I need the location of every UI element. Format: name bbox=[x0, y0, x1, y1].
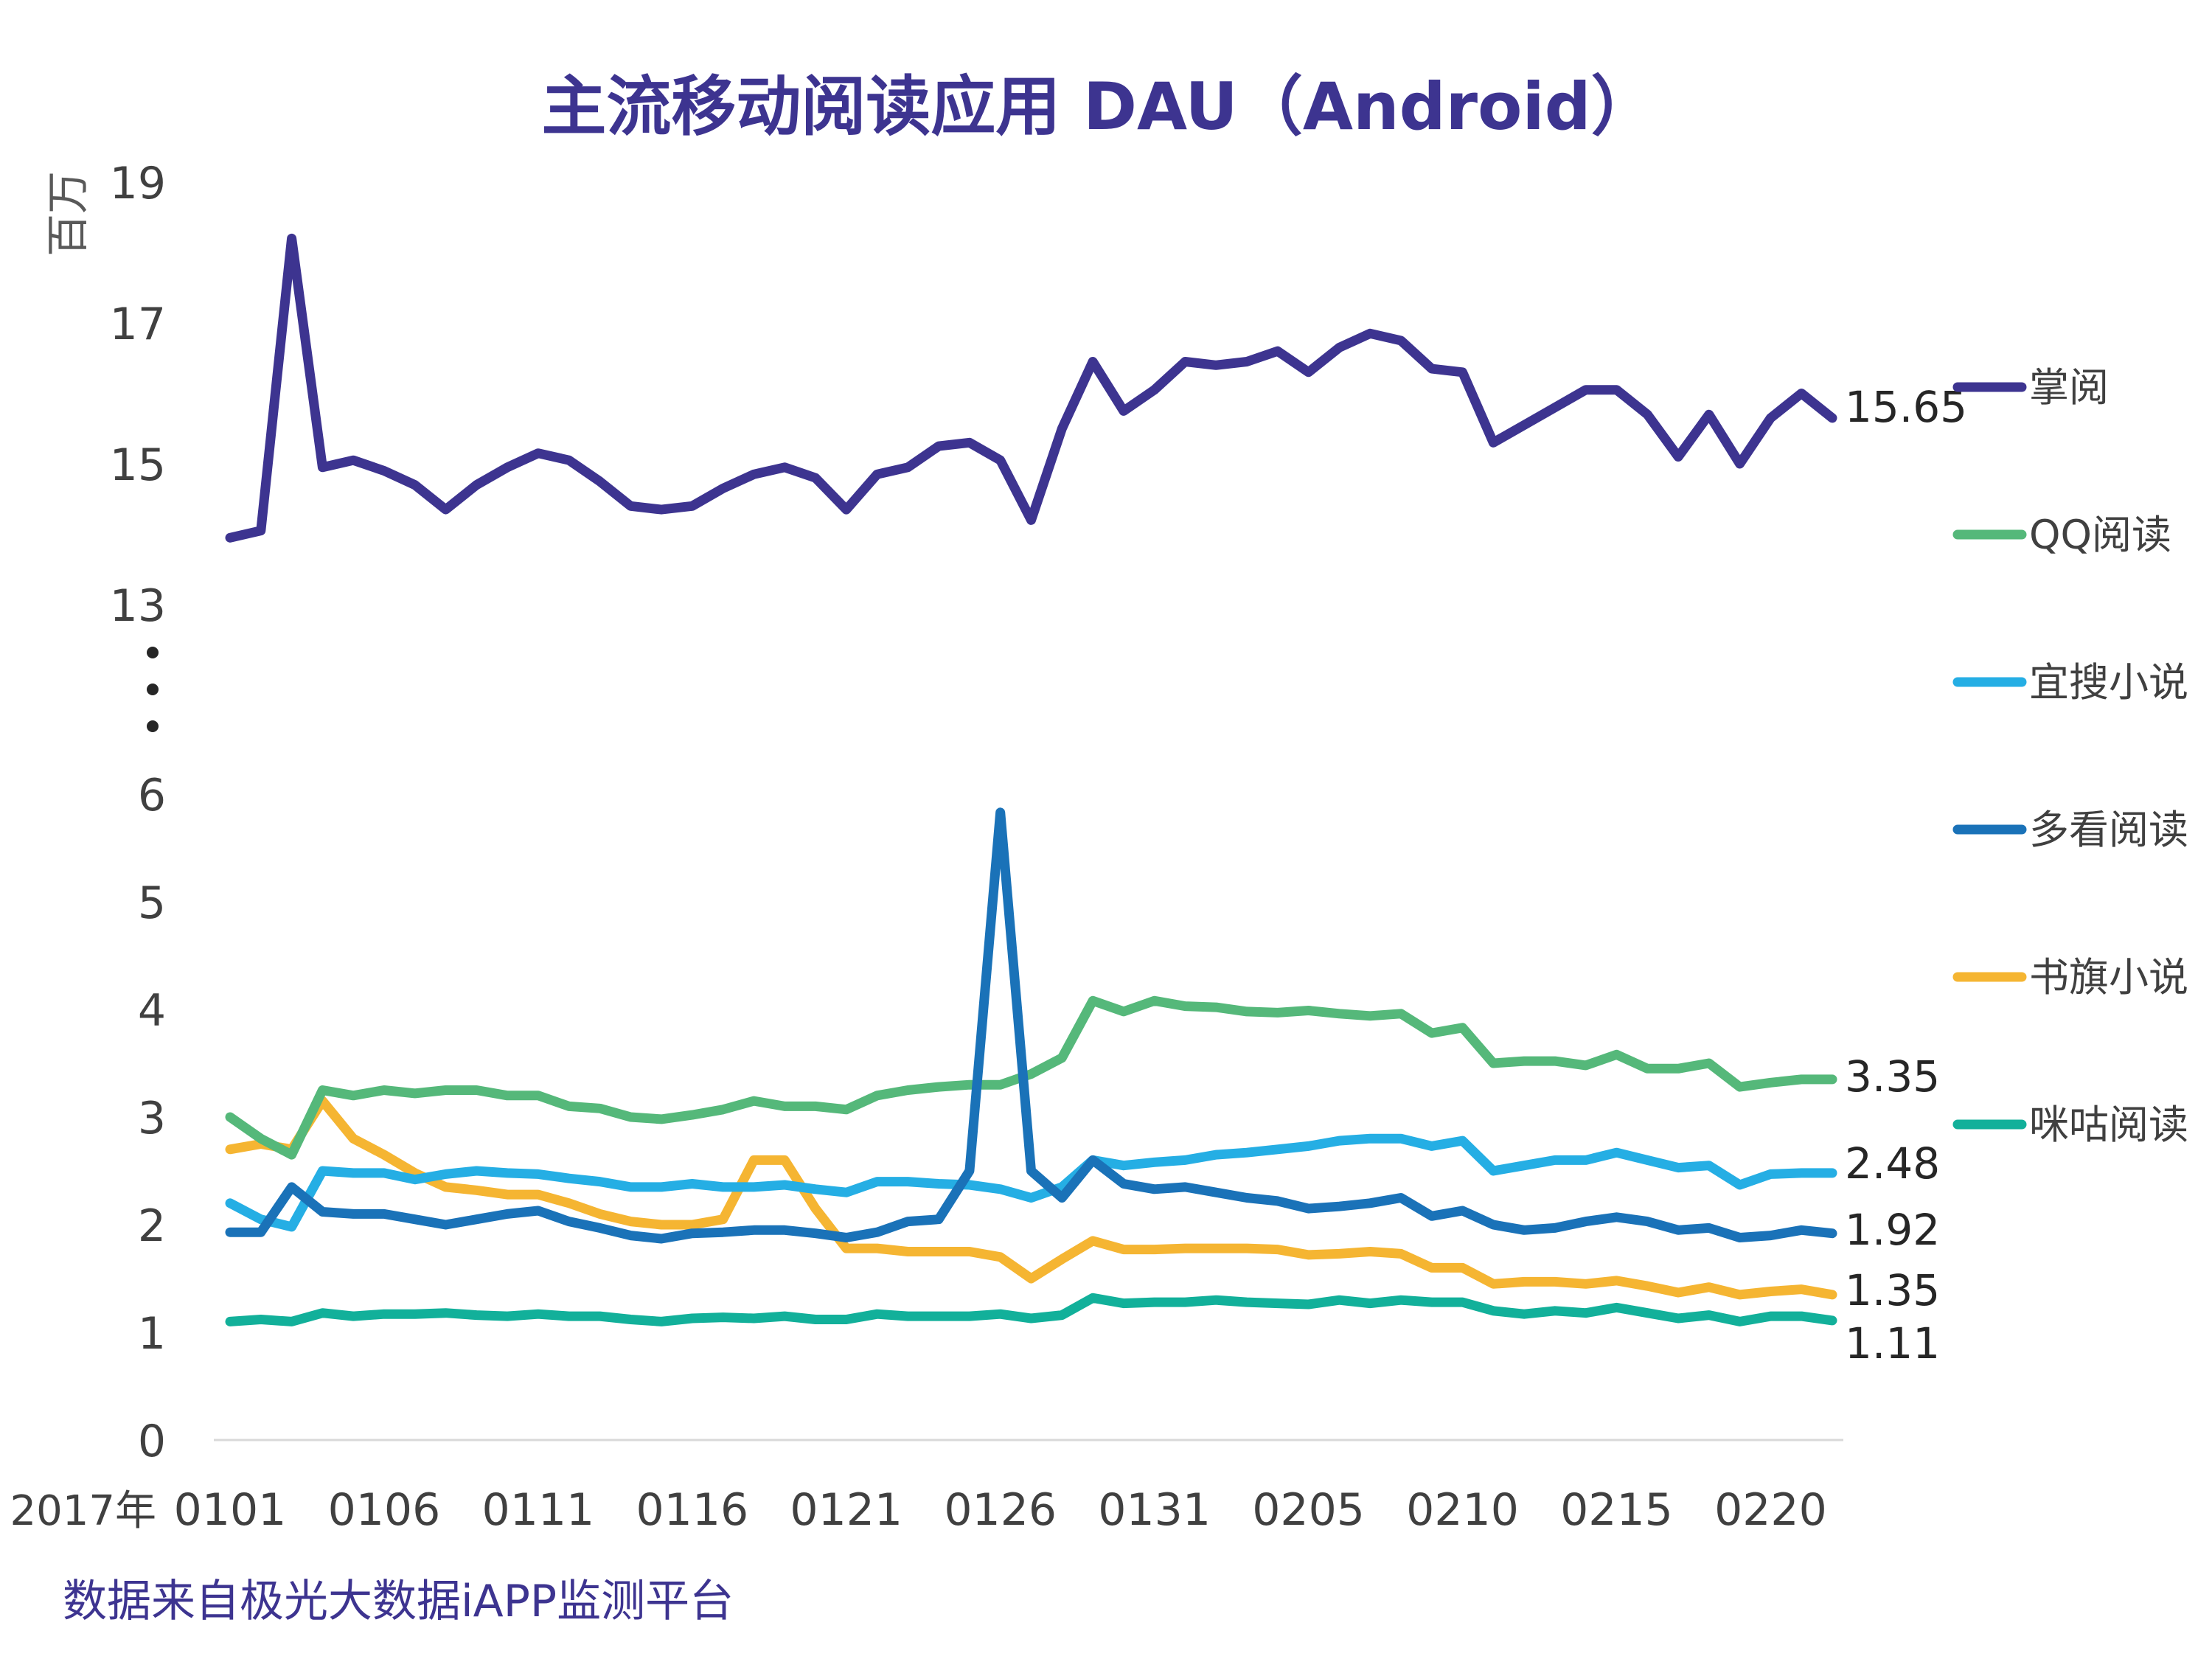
end-labels: 15.65 3.35 2.48 1.92 1.351.11 bbox=[1845, 382, 1967, 1368]
x-tick-label: 0215 bbox=[1560, 1484, 1673, 1536]
y-tick-label: 3 bbox=[138, 1093, 166, 1144]
axis-break-dots bbox=[147, 647, 159, 732]
series-line-5 bbox=[225, 1293, 1837, 1326]
series-line-1 bbox=[225, 995, 1837, 1160]
y-tick-label: 0 bbox=[138, 1416, 166, 1467]
end-value-label: 15.65 bbox=[1845, 382, 1967, 432]
axis-break-dot bbox=[147, 720, 159, 732]
x-axis-year-label: 2017年 bbox=[10, 1487, 156, 1535]
y-tick-label: 15 bbox=[110, 439, 166, 491]
y-tick-label: 13 bbox=[110, 580, 166, 632]
x-axis: 0101 0106 0111 0116 0121 0126 0131 0205 0210 0215… bbox=[174, 1484, 1827, 1536]
source-note: 数据来自极光大数据iAPP监测平台 bbox=[63, 1576, 734, 1627]
y-tick-label: 17 bbox=[110, 299, 166, 350]
series-line-3 bbox=[225, 807, 1837, 1244]
axis-break-dot bbox=[147, 647, 159, 658]
x-tick-label: 0101 bbox=[174, 1484, 287, 1536]
x-tick-label: 0220 bbox=[1714, 1484, 1827, 1536]
y-tick-label: 1 bbox=[138, 1308, 166, 1360]
legend-label: 书旗小说 bbox=[2029, 954, 2188, 1001]
x-tick-label: 0126 bbox=[944, 1484, 1057, 1536]
x-tick-label: 0131 bbox=[1098, 1484, 1211, 1536]
end-value-label: 1.35 bbox=[1845, 1265, 1940, 1315]
x-tick-label: 0210 bbox=[1406, 1484, 1519, 1536]
axis-break-dot bbox=[147, 684, 159, 695]
x-tick-label: 0106 bbox=[328, 1484, 441, 1536]
x-tick-label: 0116 bbox=[636, 1484, 748, 1536]
series-line-2 bbox=[225, 1133, 1837, 1232]
chart-title: 主流移动阅读应用 DAU（Android） bbox=[541, 69, 1655, 145]
legend-label: 宜搜小说 bbox=[2029, 659, 2188, 706]
legend-label: 多看阅读 bbox=[2029, 807, 2188, 853]
y-tick-label: 4 bbox=[138, 985, 166, 1037]
y-tick-label: 19 bbox=[110, 158, 166, 209]
x-tick-label: 0205 bbox=[1252, 1484, 1365, 1536]
y-tick-label: 5 bbox=[138, 877, 166, 929]
y-unit-label: 百万 bbox=[43, 171, 93, 257]
series-lines bbox=[225, 233, 1837, 1326]
legend-label: 掌阅 bbox=[2029, 364, 2109, 411]
y-tick-label: 6 bbox=[138, 770, 166, 821]
series-line-0 bbox=[225, 233, 1837, 543]
end-value-label: 1.92 bbox=[1845, 1205, 1940, 1255]
end-value-label: 1.11 bbox=[1845, 1318, 1940, 1368]
y-tick-label: 2 bbox=[138, 1200, 166, 1252]
end-value-label: 2.48 bbox=[1845, 1138, 1940, 1189]
legend-label: 咪咕阅读 bbox=[2029, 1102, 2188, 1148]
series-line-4 bbox=[225, 1096, 1837, 1300]
end-value-label: 3.35 bbox=[1845, 1051, 1940, 1102]
y-axis: 0 1 2 3 4 5 6 13 15 17 19 bbox=[110, 158, 166, 1467]
x-tick-label: 0121 bbox=[790, 1484, 902, 1536]
x-tick-label: 0111 bbox=[482, 1484, 595, 1536]
legend-label: QQ阅读 bbox=[2029, 512, 2171, 558]
